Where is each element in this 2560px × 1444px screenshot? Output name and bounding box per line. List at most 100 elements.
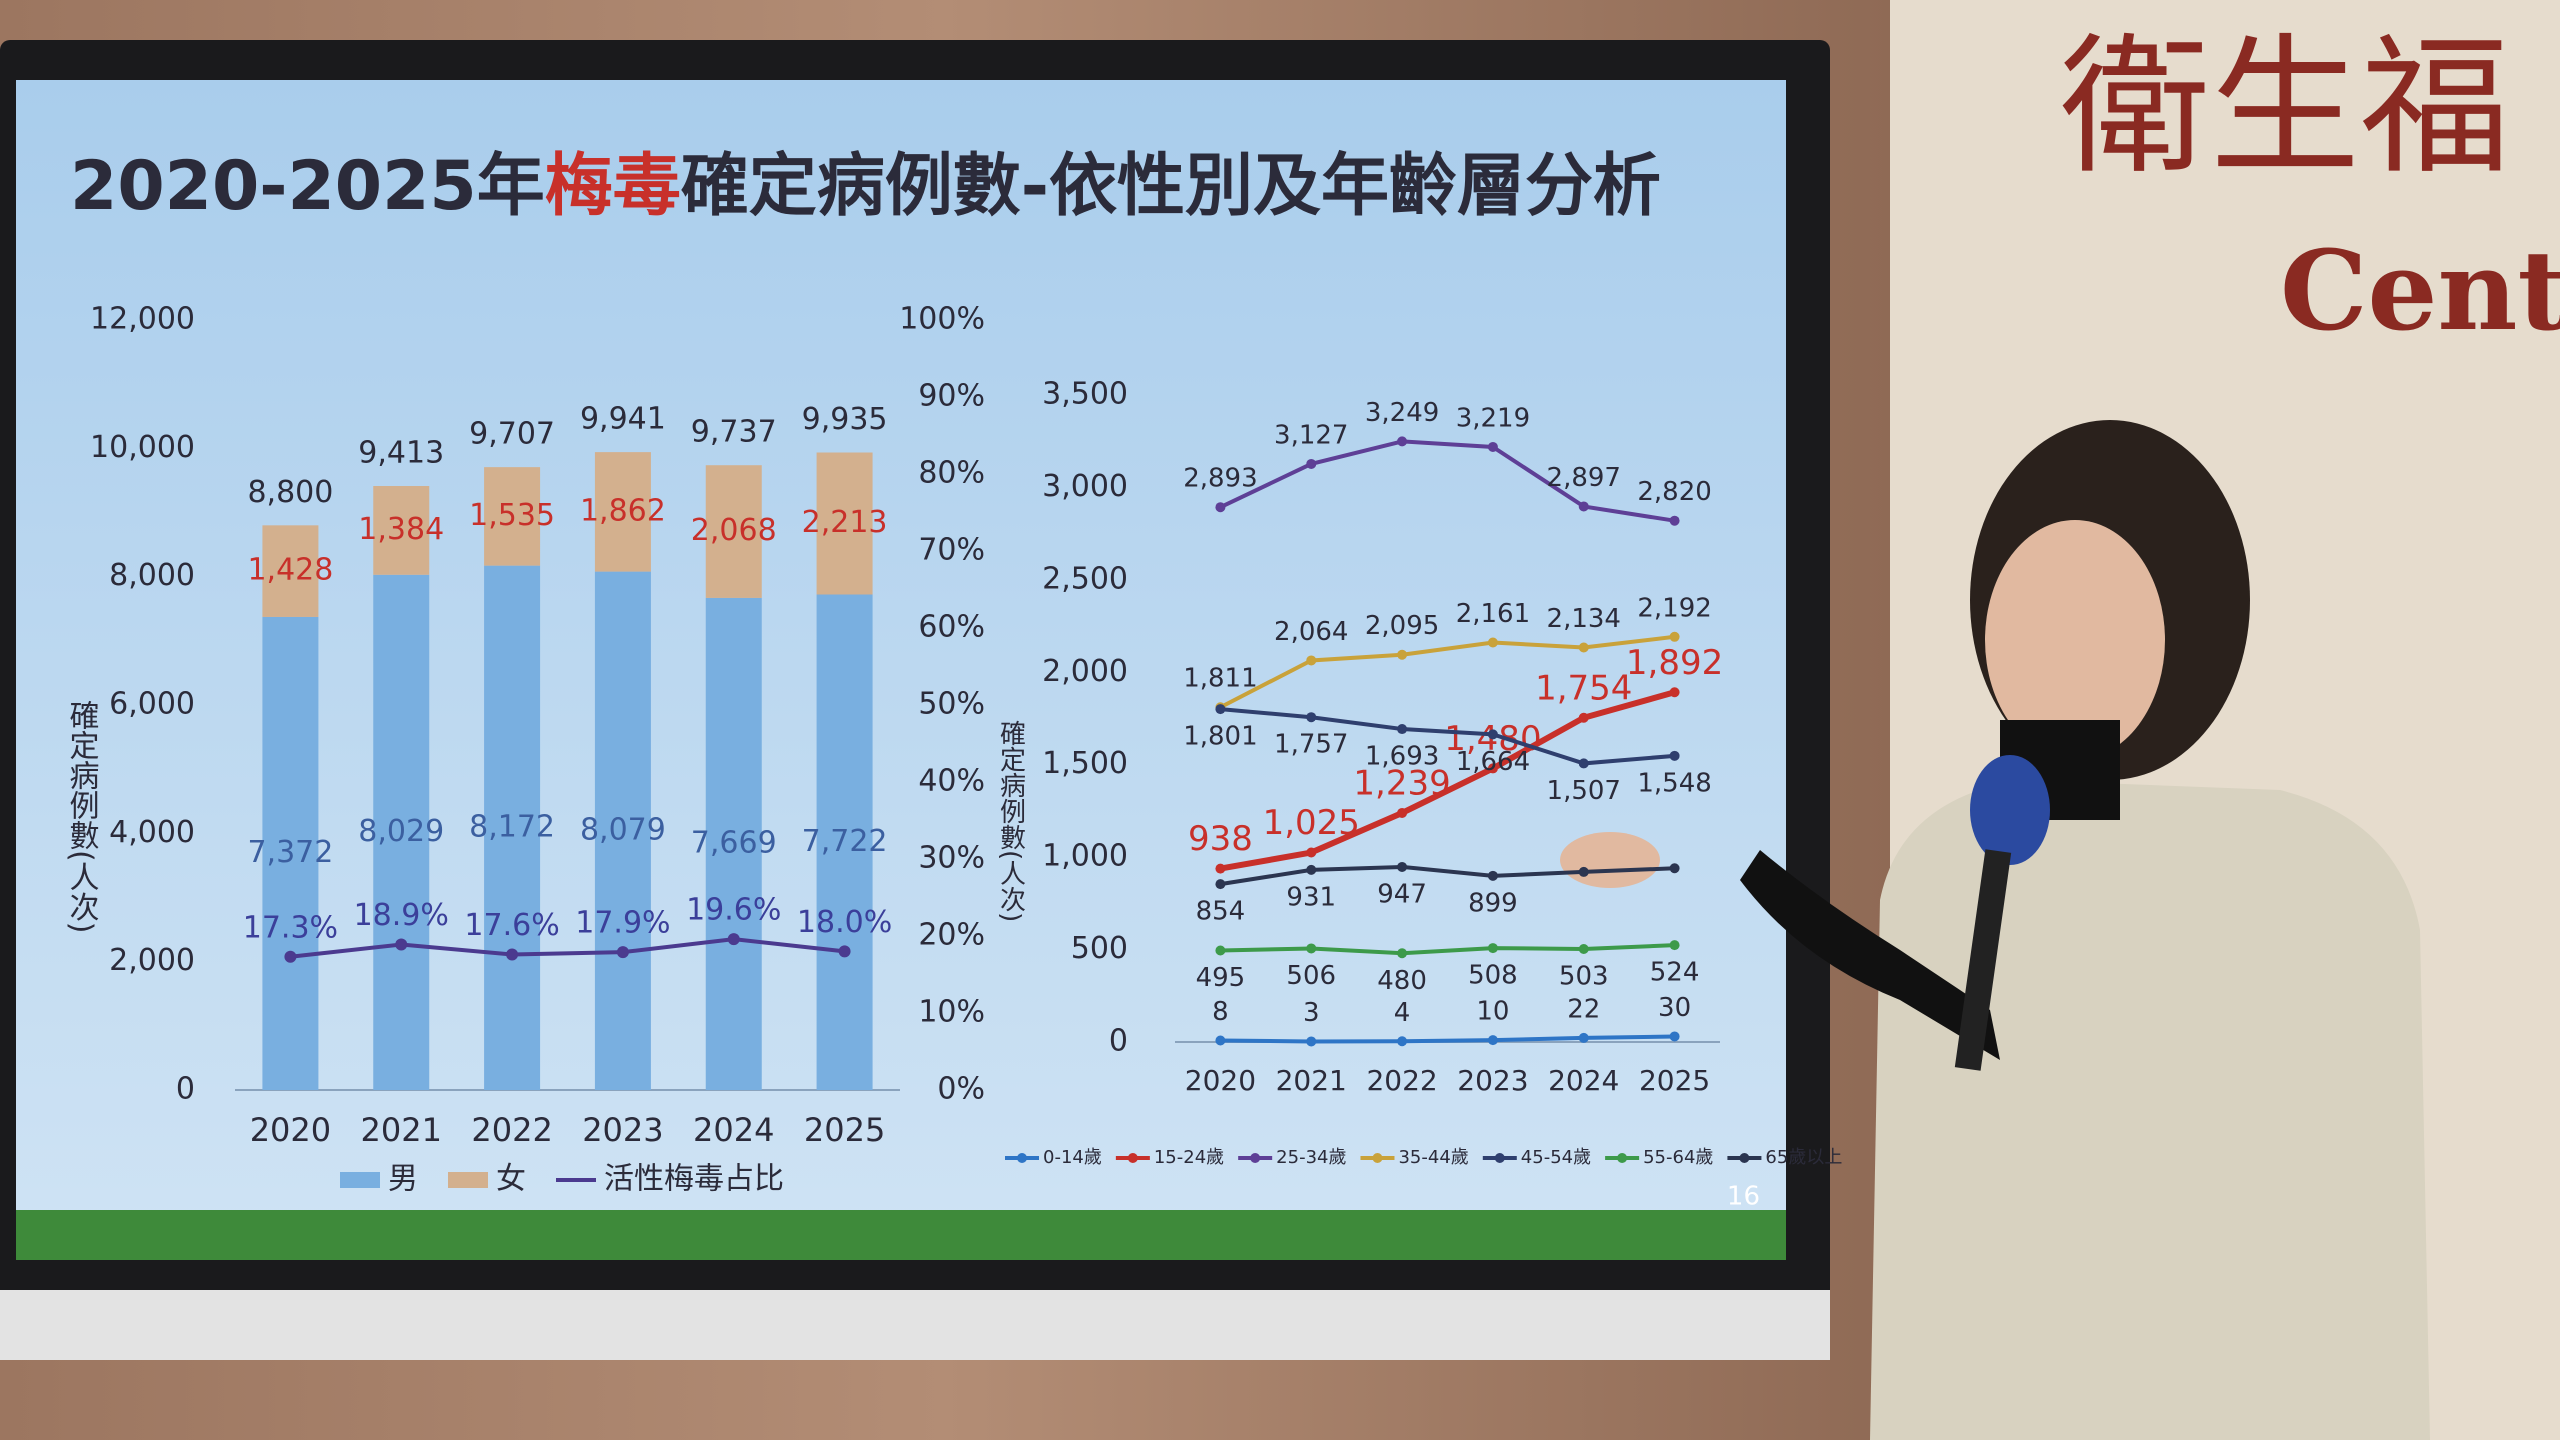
data-label: 947 — [1377, 879, 1427, 909]
legend-swatch — [1739, 1153, 1750, 1163]
y-tick-label: 3,000 — [1042, 469, 1128, 504]
line-point — [616, 946, 629, 959]
data-label: 1,535 — [469, 498, 555, 533]
line-point — [1397, 1036, 1408, 1047]
line-point — [1397, 807, 1408, 818]
data-label: 508 — [1468, 961, 1518, 991]
legend-label: 活性梅毒占比 — [604, 1162, 784, 1197]
line-point — [1215, 945, 1226, 956]
data-label: 1,025 — [1263, 803, 1360, 843]
slide-footer — [16, 1210, 1786, 1260]
bar — [484, 467, 541, 566]
y-tick-label: 60% — [918, 610, 985, 645]
data-label: 8,079 — [580, 812, 666, 847]
y-axis-label: 確定病例數(人次) — [64, 700, 100, 933]
line-point — [1578, 642, 1589, 653]
line — [1220, 943, 1675, 956]
data-label: 22 — [1567, 994, 1600, 1024]
legend-swatch — [448, 1172, 488, 1188]
line-point — [1487, 729, 1498, 740]
line-point — [1578, 866, 1589, 877]
line-point — [1669, 687, 1680, 698]
data-label: 524 — [1650, 958, 1700, 988]
legend-swatch — [1372, 1153, 1383, 1163]
data-label: 30 — [1658, 993, 1691, 1023]
data-label: 2,192 — [1637, 593, 1711, 623]
line-point — [1669, 940, 1680, 951]
x-tick-label: 2025 — [1639, 1064, 1710, 1097]
line-point — [1487, 763, 1498, 774]
data-label: 17.3% — [243, 910, 338, 945]
data-label: 2,134 — [1547, 604, 1621, 634]
line-point — [1487, 943, 1498, 954]
data-label: 10 — [1476, 997, 1509, 1027]
bar — [262, 525, 319, 617]
data-label: 2,068 — [691, 513, 777, 548]
wall-sign: 衛生福 — [2060, 21, 2510, 195]
bar — [594, 571, 651, 1090]
data-label: 480 — [1377, 966, 1427, 996]
data-label: 1,507 — [1547, 776, 1621, 806]
line-point — [395, 938, 408, 951]
screen-frame — [0, 1290, 1830, 1360]
line-point — [506, 948, 519, 961]
bar — [816, 594, 873, 1090]
line-point — [1306, 1036, 1317, 1047]
data-label: 1,757 — [1274, 730, 1348, 760]
data-label: 3 — [1303, 998, 1320, 1028]
line-point — [1215, 704, 1226, 715]
y-tick-label: 30% — [918, 841, 985, 876]
data-label: 18.0% — [797, 905, 892, 940]
line-point — [1215, 879, 1226, 890]
data-label: 503 — [1559, 962, 1609, 992]
y-tick-label: 80% — [918, 456, 985, 491]
data-label: 2,897 — [1547, 463, 1621, 493]
x-tick-label: 2023 — [1457, 1064, 1528, 1097]
legend-label: 男 — [388, 1162, 418, 1197]
y-tick-label: 90% — [918, 379, 985, 414]
total-label: 9,737 — [691, 415, 777, 450]
y-tick-label: 100% — [899, 302, 985, 337]
data-label: 1,239 — [1353, 763, 1450, 803]
bar — [262, 616, 319, 1090]
data-label: 506 — [1286, 961, 1336, 991]
line-point — [1306, 458, 1317, 469]
line-point — [1397, 649, 1408, 660]
line-point — [1578, 501, 1589, 512]
x-tick-label: 2023 — [582, 1111, 663, 1149]
title-highlight: 梅毒 — [545, 147, 681, 226]
bar — [373, 574, 430, 1090]
total-label: 9,707 — [469, 417, 555, 452]
data-label: 1,384 — [358, 512, 444, 547]
data-label: 17.6% — [464, 908, 559, 943]
line — [290, 937, 845, 959]
data-label: 899 — [1468, 888, 1518, 918]
legend-swatch — [1017, 1153, 1027, 1163]
data-label: 1,811 — [1183, 664, 1257, 694]
bar — [816, 452, 873, 595]
line — [1220, 1034, 1675, 1044]
line-point — [1578, 944, 1589, 955]
line-point — [1306, 712, 1317, 723]
y-tick-label: 20% — [918, 918, 985, 953]
y-tick-label: 6,000 — [109, 687, 195, 722]
y-tick-label: 8,000 — [109, 558, 195, 593]
legend-label: 0-14歲 — [1043, 1147, 1102, 1168]
x-tick-label: 2021 — [1276, 1064, 1347, 1097]
y-tick-label: 2,000 — [109, 943, 195, 978]
line-point — [1397, 436, 1408, 447]
legend-swatch — [340, 1172, 380, 1188]
bar — [373, 485, 430, 575]
y-axis-label: 確定病例數(人次) — [996, 720, 1026, 922]
data-label: 8,029 — [358, 814, 444, 849]
bar — [705, 597, 762, 1090]
x-tick-label: 2020 — [1185, 1064, 1256, 1097]
line-point — [838, 945, 851, 958]
data-label: 1,754 — [1535, 668, 1632, 708]
data-label: 1,862 — [580, 493, 666, 528]
y-tick-label: 40% — [918, 764, 985, 799]
y-tick-label: 1,000 — [1042, 839, 1128, 874]
line-point — [1669, 515, 1680, 526]
